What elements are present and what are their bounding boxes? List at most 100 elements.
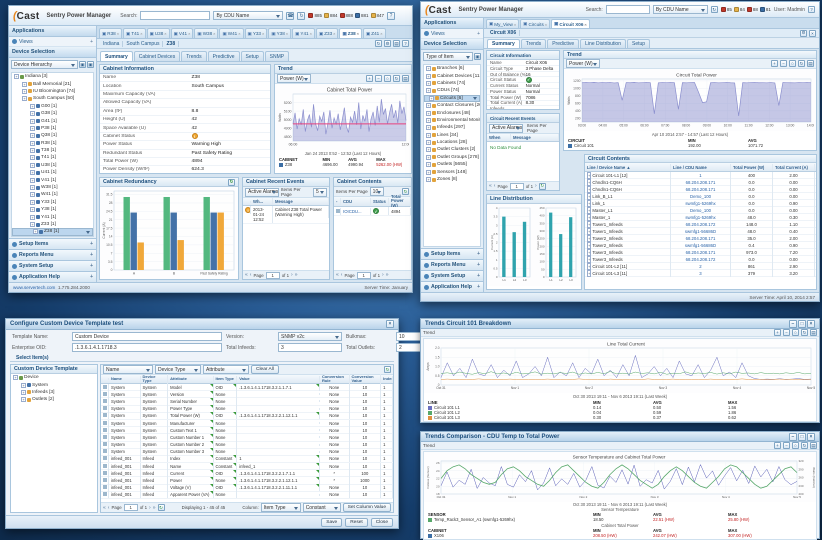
tree-expander-icon[interactable]: + bbox=[426, 162, 431, 168]
tree-node[interactable]: + U41 [1] bbox=[12, 169, 93, 176]
cell-value[interactable] bbox=[237, 493, 320, 496]
prev-page-icon[interactable]: ‹ bbox=[340, 272, 343, 278]
zoom-in-icon[interactable]: + bbox=[366, 75, 373, 82]
col-device-type[interactable]: Device Type bbox=[141, 374, 169, 384]
tab-close-icon[interactable]: × bbox=[356, 31, 359, 36]
tree-expander-icon[interactable]: + bbox=[21, 397, 26, 403]
contents-row[interactable]: + Tower3_Infeeds 68.204.208.172 0.0 0.00 bbox=[585, 255, 816, 263]
zoom-in-icon[interactable]: + bbox=[774, 329, 781, 336]
tree-expander-icon[interactable]: + bbox=[30, 162, 35, 168]
tree-expander-icon[interactable]: + bbox=[21, 382, 26, 388]
cdu-name-link[interactable]: Demo_100 bbox=[671, 192, 731, 200]
col-when[interactable]: When bbox=[487, 134, 511, 141]
device-tab[interactable]: ▣ My_View × bbox=[486, 19, 520, 28]
cell-conversion-rule[interactable]: None bbox=[320, 462, 350, 470]
tab-close-icon[interactable]: × bbox=[544, 21, 548, 27]
set-column-value-button[interactable]: Set Column Value bbox=[342, 503, 391, 512]
contents-row[interactable]: + Link_1 swmfg1-5269hx 0.0 0.90 bbox=[585, 199, 816, 207]
cell-conversion-value[interactable]: 1000 bbox=[350, 477, 382, 485]
sidebar-item-views[interactable]: Views + bbox=[421, 29, 483, 39]
device-tab[interactable]: ▣ Y33 × bbox=[244, 28, 268, 38]
cell-conversion-value[interactable]: 10 bbox=[350, 412, 382, 420]
tree-expander-icon[interactable]: + bbox=[426, 154, 431, 160]
page-input[interactable]: 1 bbox=[265, 271, 280, 279]
row-expander-icon[interactable]: + bbox=[587, 234, 592, 242]
contents-row[interactable]: + Tower1_Infeeds swmfg1-56686D 48.0 0.40 bbox=[585, 227, 816, 235]
vendor-link[interactable]: www.servertech.com bbox=[13, 285, 56, 290]
cell-conversion-rule[interactable]: None bbox=[320, 412, 350, 420]
tree-node[interactable]: + G41 [1] bbox=[12, 117, 93, 124]
close-icon[interactable]: × bbox=[809, 29, 816, 37]
device-tab[interactable]: ▣ Circuits × bbox=[520, 19, 551, 28]
row-expander-icon[interactable]: + bbox=[587, 241, 592, 249]
magnifier-icon[interactable]: ○ bbox=[792, 442, 799, 449]
row-expander-icon[interactable]: + bbox=[587, 192, 592, 200]
cell-conversion-rule[interactable]: None bbox=[320, 448, 350, 456]
tree-node[interactable]: + Z33 [1] bbox=[12, 221, 93, 228]
cdu-name-link[interactable]: Demo_100 bbox=[671, 206, 731, 214]
refresh-icon[interactable]: ↻ bbox=[402, 188, 409, 195]
cell-conversion-rule[interactable]: None bbox=[320, 441, 350, 449]
attribute-row[interactable]: infeed_001 Infeed Index Constant 1 None … bbox=[101, 455, 393, 464]
tree-node[interactable]: + W41 [1] bbox=[12, 191, 93, 198]
alert-count-badge[interactable]: 84 bbox=[733, 7, 745, 12]
zoom-in-icon[interactable]: + bbox=[771, 60, 778, 67]
page-input[interactable]: 1 bbox=[356, 271, 371, 279]
last-page-icon[interactable]: » bbox=[294, 272, 298, 278]
contents-row[interactable]: + Circuit 101-L3 [11] 3 379 3.20 bbox=[585, 269, 816, 277]
view-tab[interactable]: Predictive bbox=[547, 39, 580, 48]
refresh-icon[interactable]: ↻ bbox=[801, 329, 808, 336]
cell-item-type[interactable]: None bbox=[214, 491, 238, 499]
type-of-item-select[interactable]: Type of Item bbox=[423, 52, 473, 61]
tree-node[interactable]: + CDUs [74] bbox=[424, 87, 480, 94]
tree-expander-icon[interactable]: + bbox=[30, 111, 35, 117]
breadcrumb-item[interactable]: Indiana bbox=[100, 40, 124, 47]
enterprise-oid-input[interactable]: .1.3.6.1.4.1.1718.3 bbox=[72, 343, 222, 352]
tree-expander-icon[interactable]: + bbox=[30, 148, 35, 154]
tree-node[interactable]: + T41 [1] bbox=[12, 154, 93, 161]
attribute-row[interactable]: infeed_001 Infeed Power None .1.3.6.1.4.… bbox=[101, 477, 393, 485]
minimize-icon[interactable]: − bbox=[789, 319, 797, 328]
cell-value[interactable] bbox=[237, 443, 320, 446]
metric-select[interactable]: Power (W) bbox=[566, 59, 600, 68]
device-tab[interactable]: ▣ Circuit X06 × bbox=[551, 19, 590, 28]
cdu-name-link[interactable]: swmfg1-56686D bbox=[671, 241, 731, 249]
tree-expander-icon[interactable]: + bbox=[426, 132, 431, 138]
row-expander-icon[interactable]: + bbox=[587, 269, 592, 277]
alarm-filter-select[interactable]: Active Alarms bbox=[245, 187, 279, 197]
cell-value[interactable]: .1.3.6.1.4.1.1718.3.2.2.1.12.1.1 bbox=[237, 412, 320, 420]
attribute-row[interactable]: System System Custom Text 1 None None 10… bbox=[101, 426, 393, 435]
row-expander-icon[interactable]: + bbox=[587, 227, 592, 235]
next-page-icon[interactable]: › bbox=[149, 504, 151, 511]
device-tab[interactable]: ▣ Z33 × bbox=[315, 28, 339, 38]
cell-conversion-value[interactable]: 10 bbox=[350, 462, 382, 470]
attribute-row[interactable]: System System Total Power (W) OID .1.3.6… bbox=[101, 412, 393, 420]
device-tab[interactable]: ▣ U38 × bbox=[146, 28, 170, 38]
refresh-icon[interactable]: ↻ bbox=[538, 182, 546, 190]
cdu-name-link[interactable]: swmfg1-56686D bbox=[671, 227, 731, 235]
cell-value[interactable] bbox=[237, 450, 320, 453]
tree-expander-icon[interactable]: + bbox=[426, 169, 431, 175]
col-value[interactable]: Value bbox=[237, 376, 320, 382]
view-tab[interactable]: Setup bbox=[240, 51, 264, 61]
row-expander-icon[interactable]: + bbox=[587, 248, 592, 256]
device-tab[interactable]: ▣ R38 × bbox=[99, 28, 123, 38]
contents-row[interactable]: + Chndln1-CQ6H 68.204.208.171 0.0 0.00 bbox=[585, 178, 816, 186]
tree-expander-icon[interactable]: + bbox=[426, 103, 431, 109]
tree-expander-icon[interactable]: + bbox=[30, 118, 35, 124]
device-tab[interactable]: ▣ T41 × bbox=[123, 28, 146, 38]
refresh-icon[interactable]: ↻ bbox=[384, 366, 391, 373]
attribute-row[interactable]: System System Model OID .1.3.6.1.4.1.171… bbox=[101, 384, 393, 392]
tree-expander-icon[interactable]: + bbox=[426, 147, 431, 153]
cdu-name-link[interactable]: 68.204.208.172 bbox=[671, 255, 731, 263]
row-expander-icon[interactable]: + bbox=[587, 172, 592, 179]
attribute-row[interactable]: infeed_001 Infeed Current OID .1.3.6.1.4… bbox=[101, 469, 393, 478]
cdu-name-link[interactable]: 68.204.208.171 bbox=[671, 248, 731, 256]
tree-node[interactable]: + Indiana [3] bbox=[12, 73, 93, 80]
tree-node[interactable]: + Zones [8] bbox=[424, 176, 480, 183]
print-icon[interactable]: ▤ bbox=[807, 60, 814, 67]
version-select[interactable]: SNMP v2c bbox=[278, 332, 342, 341]
refresh-icon[interactable]: ↻ bbox=[375, 40, 382, 47]
search-input[interactable] bbox=[140, 11, 211, 20]
tree-expander-icon[interactable]: + bbox=[14, 74, 19, 80]
